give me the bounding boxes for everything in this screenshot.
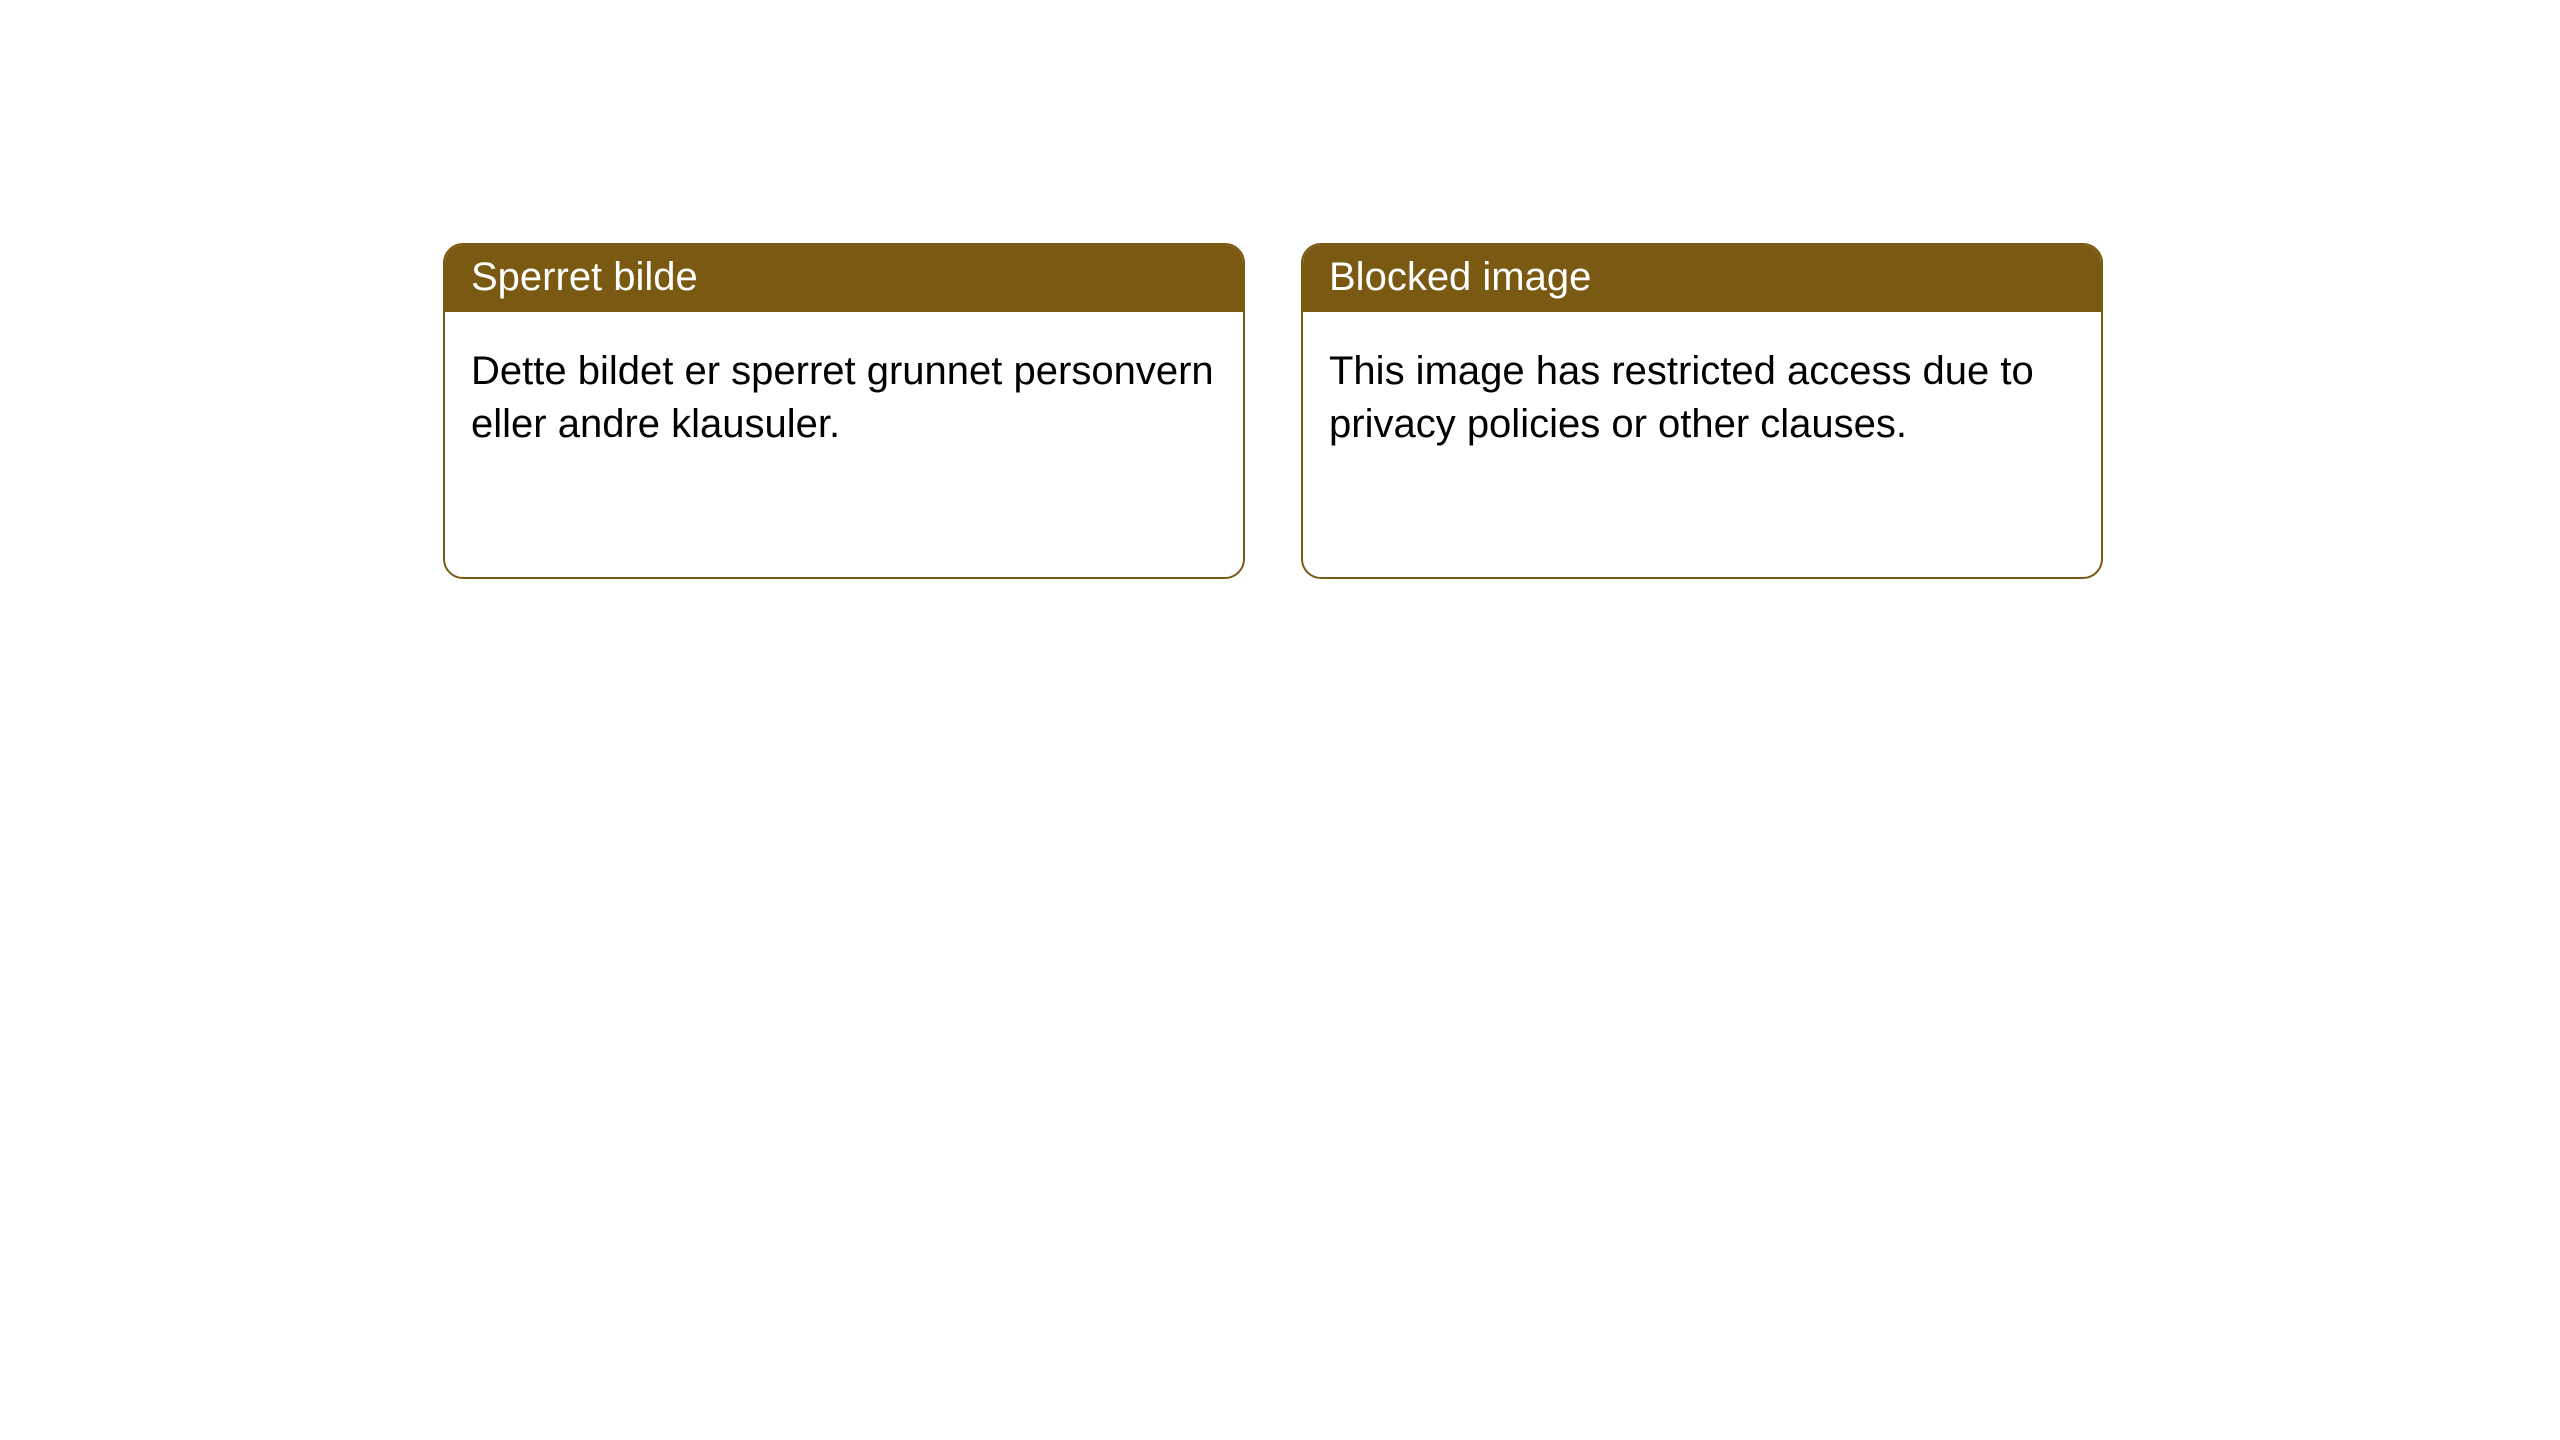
notice-title-norwegian: Sperret bilde: [471, 255, 698, 299]
notice-text-norwegian: Dette bildet er sperret grunnet personve…: [471, 349, 1214, 446]
notice-header-english: Blocked image: [1303, 245, 2101, 312]
notice-title-english: Blocked image: [1329, 255, 1591, 299]
notice-card-norwegian: Sperret bilde Dette bildet er sperret gr…: [443, 243, 1245, 579]
notice-body-norwegian: Dette bildet er sperret grunnet personve…: [445, 312, 1243, 484]
notice-card-english: Blocked image This image has restricted …: [1301, 243, 2103, 579]
notice-header-norwegian: Sperret bilde: [445, 245, 1243, 312]
notice-text-english: This image has restricted access due to …: [1329, 349, 2034, 446]
notice-container: Sperret bilde Dette bildet er sperret gr…: [0, 0, 2560, 579]
notice-body-english: This image has restricted access due to …: [1303, 312, 2101, 484]
